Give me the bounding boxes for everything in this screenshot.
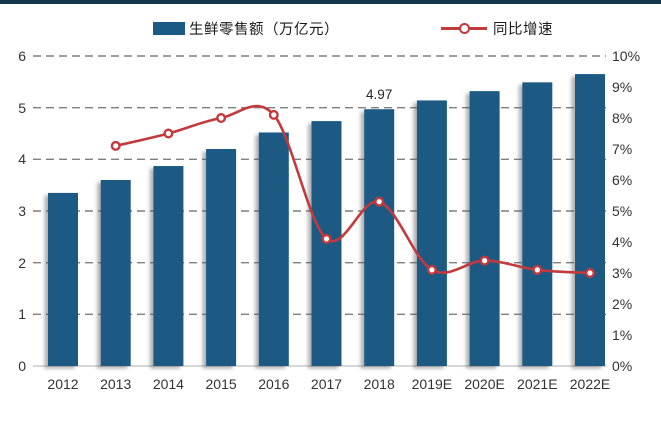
y-axis-right-tick-6%: 6% — [612, 172, 633, 188]
legend-item-retail: 生鲜零售额（万亿元） — [153, 19, 339, 38]
y-axis-left-tick-0: 0 — [18, 358, 26, 374]
legend-circle-icon — [459, 22, 470, 34]
x-axis-label-2014: 2014 — [152, 376, 184, 392]
growth-marker-2019E — [426, 264, 437, 275]
bar-2020E — [469, 91, 500, 366]
top-accent-bar — [0, 0, 661, 4]
y-axis-right-tick-4%: 4% — [612, 234, 633, 250]
y-axis-left-tick-4: 4 — [18, 151, 26, 168]
legend-label-growth: 同比增速 — [493, 21, 553, 38]
x-axis-label-2018: 2018 — [363, 376, 395, 392]
x-axis-label-2022E: 2022E — [569, 376, 611, 392]
bar-2015 — [206, 149, 237, 366]
bar-2018 — [364, 109, 395, 366]
bar-2019E — [416, 100, 447, 366]
growth-marker-2018 — [374, 196, 385, 207]
y-axis-left-tick-3: 3 — [18, 203, 26, 219]
growth-marker-2017 — [321, 233, 332, 244]
y-axis-right-tick-3%: 3% — [612, 265, 633, 281]
legend-label-retail: 生鲜零售额（万亿元） — [189, 21, 339, 38]
x-axis-label-2012: 2012 — [47, 376, 79, 392]
growth-marker-2014 — [163, 128, 174, 139]
growth-marker-2020E — [479, 255, 490, 266]
growth-marker-2022E — [585, 268, 596, 279]
legend-item-growth: 同比增速 — [441, 19, 553, 38]
x-axis-label-2015: 2015 — [205, 376, 237, 392]
y-axis-right-tick-9%: 9% — [612, 79, 633, 95]
y-axis-left-tick-1: 1 — [18, 306, 26, 323]
bar-2014 — [153, 166, 184, 366]
x-axis-label-2019E: 2019E — [411, 376, 453, 392]
y-axis-right-tick-7%: 7% — [612, 141, 633, 157]
y-axis-right-tick-8%: 8% — [612, 110, 633, 126]
y-axis-right-tick-2%: 2% — [612, 296, 633, 312]
y-axis-left-tick-2: 2 — [18, 254, 26, 271]
growth-marker-2015 — [216, 112, 227, 123]
growth-line — [114, 104, 592, 275]
y-axis-right-tick-0%: 0% — [612, 358, 633, 374]
y-axis-right-tick-1%: 1% — [612, 327, 633, 343]
y-axis-right-tick-10%: 10% — [612, 48, 641, 64]
data-label-2018: 4.97 — [366, 87, 392, 102]
bar-2016 — [258, 132, 289, 366]
x-axis-label-2017: 2017 — [310, 376, 343, 392]
bar-2012 — [48, 192, 78, 366]
x-axis-label-2021E: 2021E — [517, 376, 558, 392]
growth-marker-2013 — [110, 140, 121, 151]
y-axis-left-tick-6: 6 — [18, 48, 26, 64]
bar-2013 — [100, 180, 131, 366]
chart-legend: 生鲜零售额（万亿元） 同比增速 — [0, 19, 661, 38]
y-axis-left-tick-5: 5 — [18, 99, 26, 116]
line-series-marker-icon — [441, 22, 487, 34]
bar-2021E — [522, 82, 553, 366]
growth-marker-2021E — [532, 264, 543, 275]
y-axis-right-tick-5%: 5% — [612, 203, 633, 219]
x-axis-label-2016: 2016 — [258, 376, 290, 392]
bar-2022E — [575, 74, 605, 366]
bar-series-swatch-icon — [153, 21, 185, 35]
x-axis-label-2020E: 2020E — [464, 376, 505, 392]
growth-marker-2016 — [268, 109, 279, 120]
x-axis-label-2013: 2013 — [100, 376, 132, 392]
